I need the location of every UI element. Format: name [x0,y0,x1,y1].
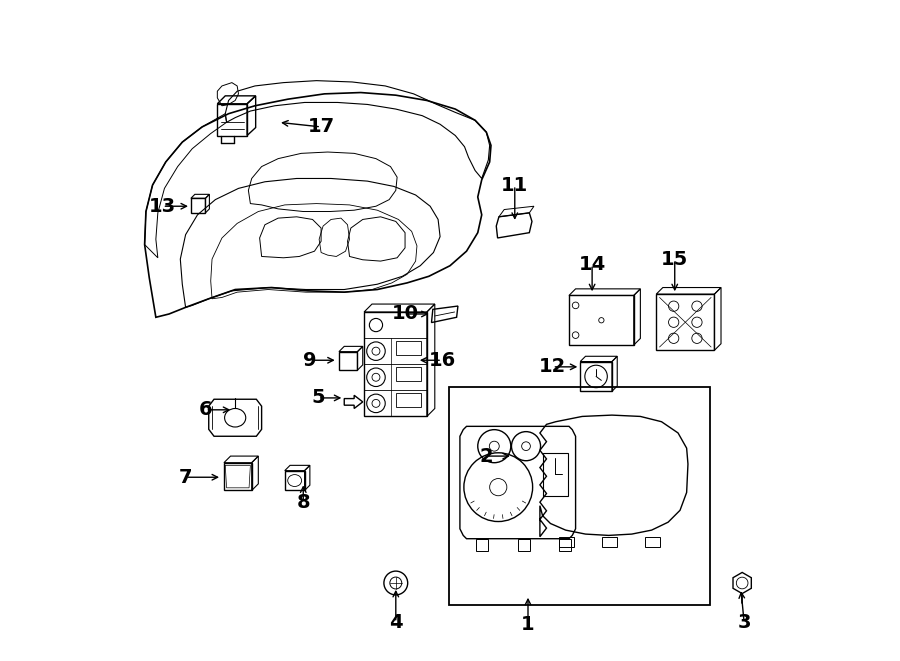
Bar [602,537,616,547]
Text: 11: 11 [501,176,528,194]
Text: 14: 14 [579,255,606,274]
Bar [559,537,573,547]
Text: 6: 6 [199,401,212,419]
Bar [396,393,421,407]
Text: 3: 3 [737,613,751,632]
Text: 1: 1 [521,615,535,634]
Text: 16: 16 [428,351,455,369]
Bar [645,537,660,547]
Text: 7: 7 [179,468,193,486]
Bar [396,367,421,381]
Text: 5: 5 [311,389,325,407]
Text: 12: 12 [539,358,566,376]
Bar [518,539,530,551]
Text: 13: 13 [148,197,176,215]
Bar [543,453,568,496]
Text: 10: 10 [392,305,418,323]
Bar [449,387,710,605]
Text: 17: 17 [308,118,335,136]
Bar [396,340,421,355]
Text: 2: 2 [480,447,493,465]
Bar [559,539,571,551]
Text: 9: 9 [303,351,317,369]
Text: 15: 15 [662,250,688,268]
Text: 4: 4 [389,613,402,632]
Text: 8: 8 [296,493,310,512]
Bar [476,539,489,551]
